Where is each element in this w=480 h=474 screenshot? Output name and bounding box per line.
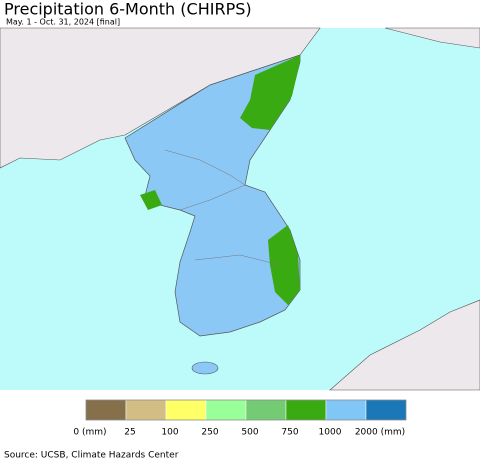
- legend-label: 750: [281, 428, 298, 438]
- legend-swatch: [205, 399, 247, 421]
- legend-label: 1000: [319, 428, 342, 438]
- japan-land: [329, 299, 480, 391]
- legend-swatch: [245, 399, 287, 421]
- russia-land: [384, 27, 480, 49]
- legend-label: 500: [241, 428, 258, 438]
- jeju-island: [191, 361, 219, 375]
- legend-swatch: [285, 399, 327, 421]
- map: [0, 27, 480, 391]
- legend-label: 25: [124, 428, 135, 438]
- legend-swatch: [125, 399, 167, 421]
- china-land: [0, 27, 321, 169]
- green-area-north: [240, 55, 300, 130]
- title: Precipitation 6-Month (CHIRPS): [4, 0, 252, 19]
- legend-label: 2000 (mm): [355, 428, 405, 438]
- source: Source: UCSB, Climate Hazards Center: [4, 451, 179, 461]
- legend-label: 250: [201, 428, 218, 438]
- legend: 0 (mm) 25 100 250 500 750 1000 2000 (mm): [73, 399, 407, 438]
- legend-label: 0 (mm): [73, 428, 106, 438]
- legend-swatch: [325, 399, 367, 421]
- border-lines: [164, 149, 281, 266]
- subtitle: May. 1 - Oct. 31, 2024 [final]: [6, 18, 120, 27]
- legend-swatch: [365, 399, 407, 421]
- legend-swatch: [85, 399, 127, 421]
- green-area-west: [140, 190, 162, 210]
- legend-swatch: [165, 399, 207, 421]
- green-area-east: [268, 225, 300, 305]
- legend-frame: [85, 399, 407, 421]
- legend-label: 100: [161, 428, 178, 438]
